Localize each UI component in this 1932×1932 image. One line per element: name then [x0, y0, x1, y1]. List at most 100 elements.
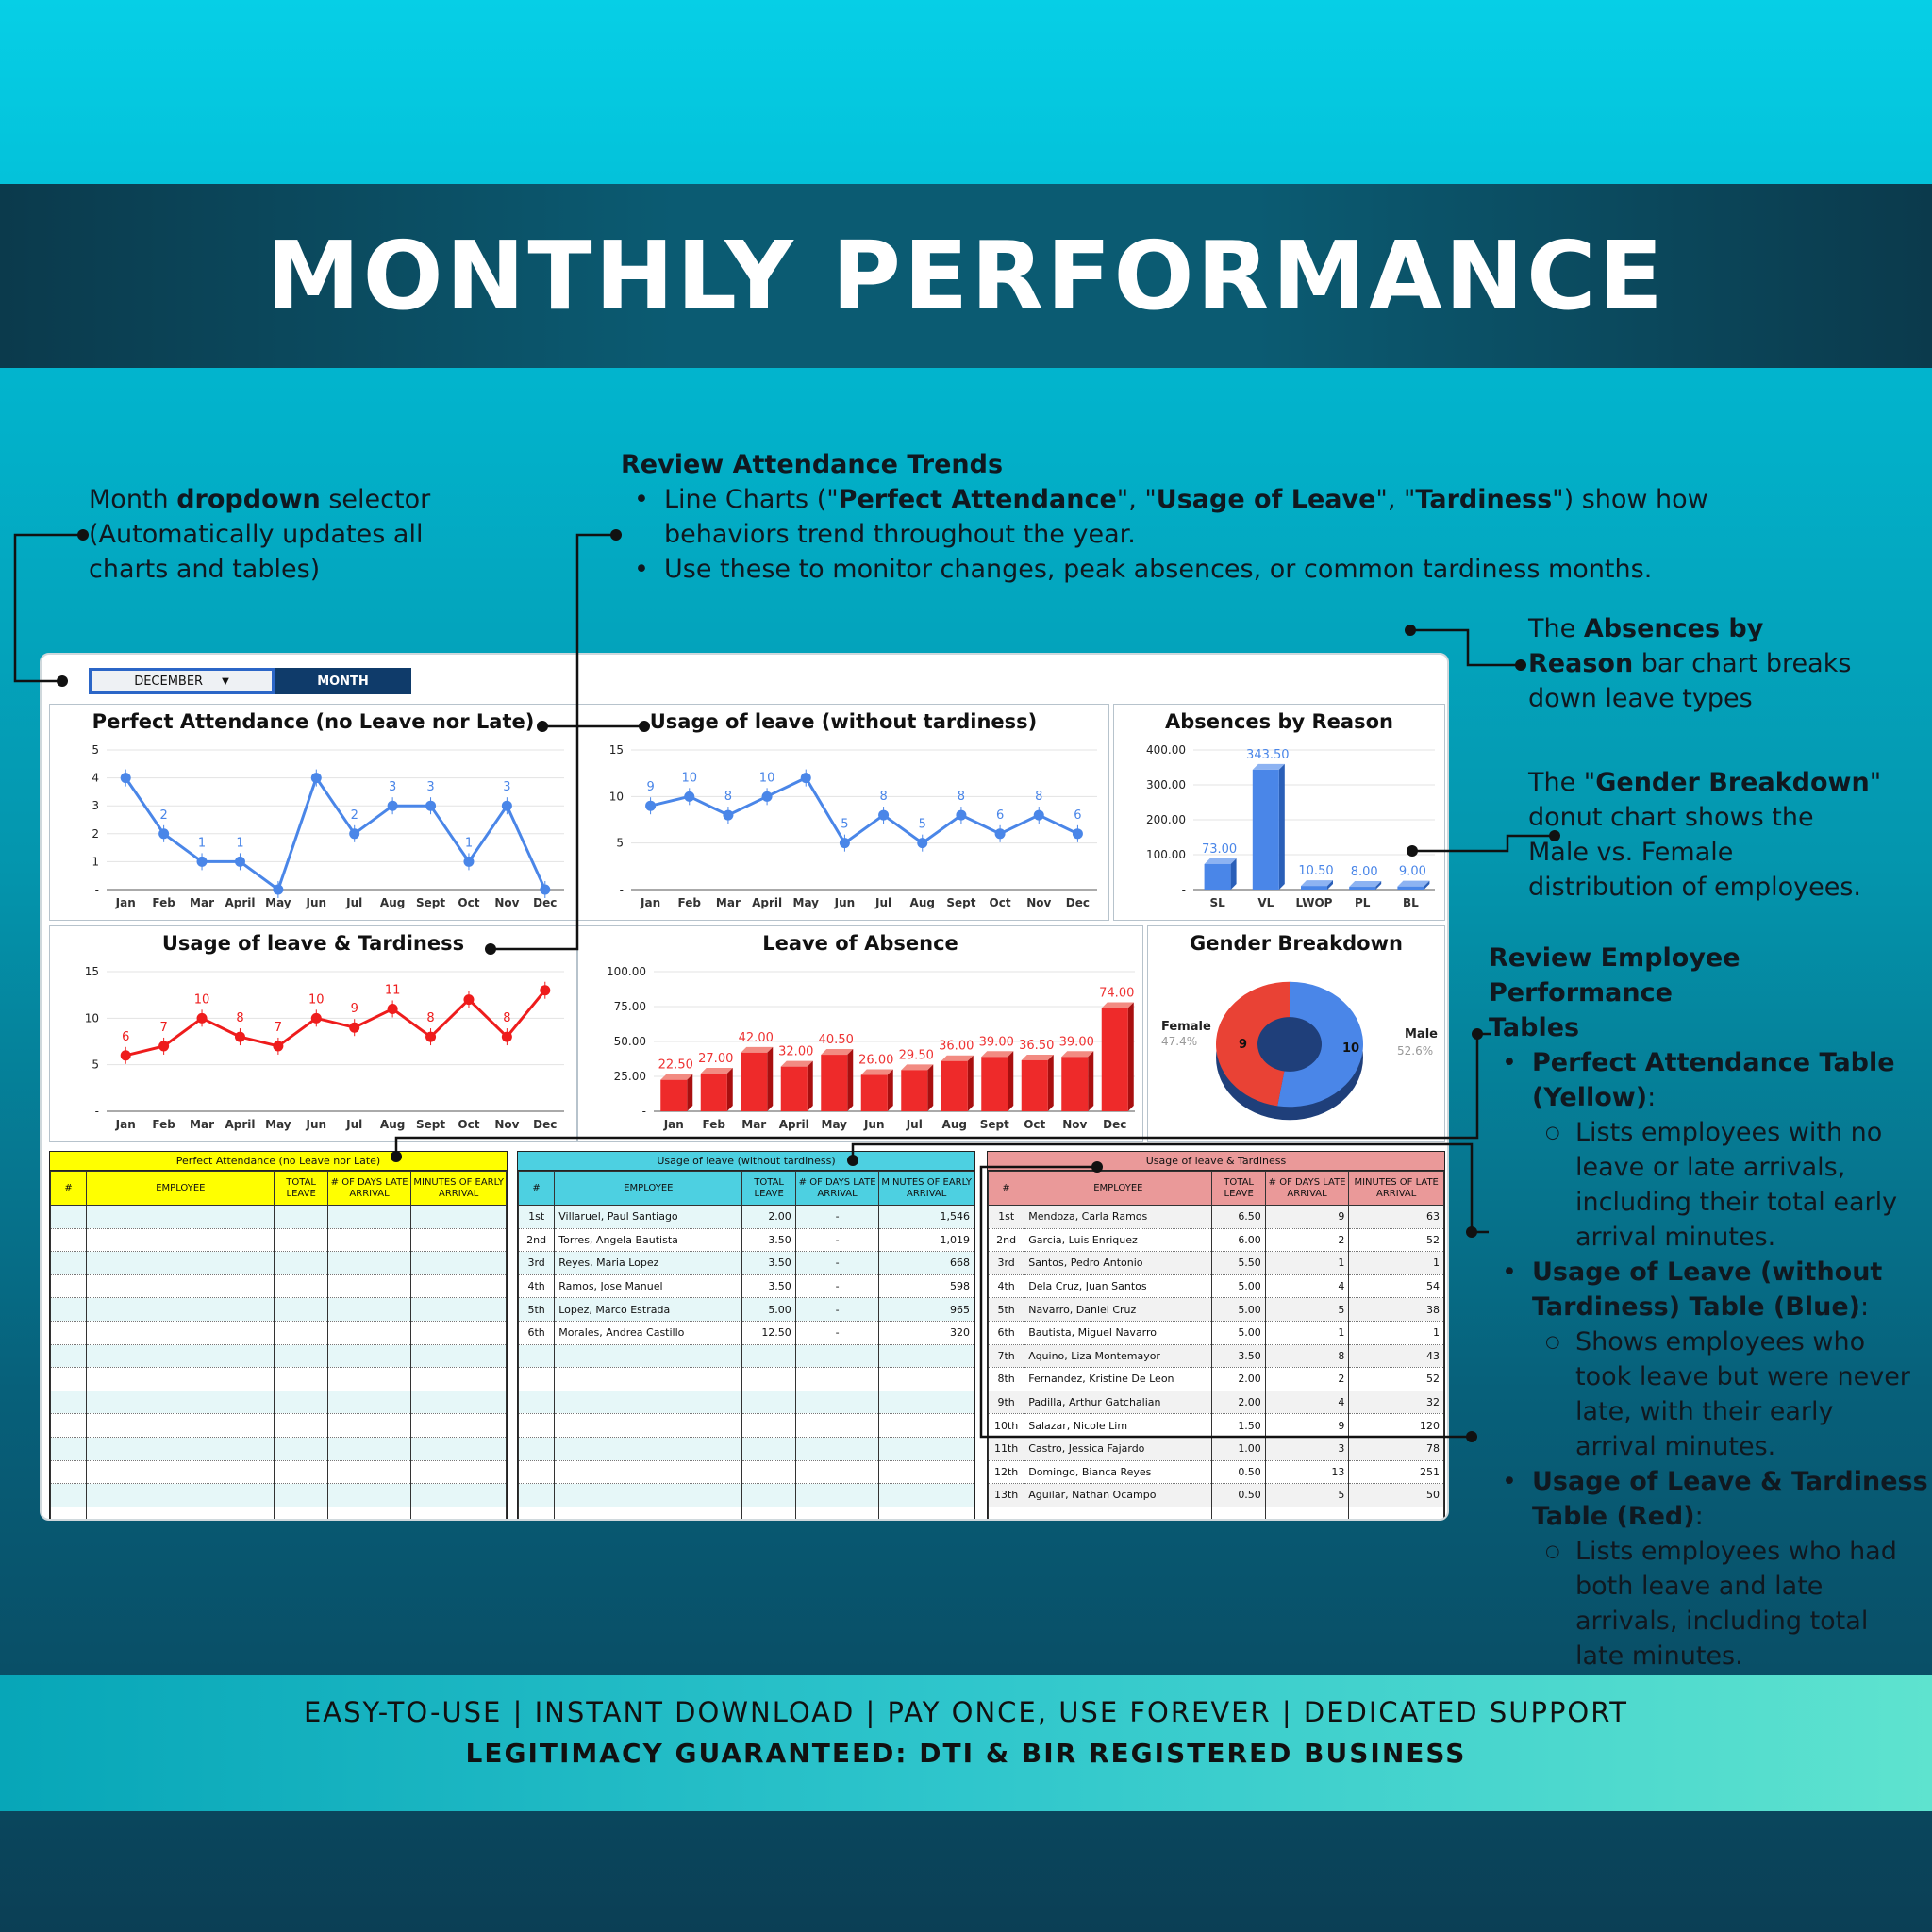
table-cell: [86, 1228, 275, 1253]
table-cell: [274, 1274, 328, 1299]
x-tick-label: Jan: [663, 1118, 684, 1131]
table-cell: Aquino, Liza Montemayor: [1024, 1344, 1213, 1369]
column-header: EMPLOYEE: [554, 1171, 743, 1206]
table-row: 4th Dela Cruz, Juan Santos 5.00 4 54: [987, 1274, 1444, 1299]
table-cell: [86, 1321, 275, 1345]
table-cell: [741, 1460, 796, 1485]
y-tick-label: 200.00: [1146, 813, 1186, 826]
data-label: 8: [958, 790, 965, 804]
table-row: 6th Morales, Andrea Castillo 12.50-320: [517, 1321, 974, 1345]
data-label: 7: [275, 1021, 282, 1035]
chart-svg: 100.00 75.00 50.00 25.00 - Jan Feb Mar April May J…: [607, 965, 1135, 1131]
x-tick-label: Sept: [980, 1118, 1009, 1131]
table-cell: [274, 1228, 328, 1253]
data-label: 2: [159, 808, 167, 823]
x-tick-label: Feb: [152, 1118, 175, 1131]
bar-side: [1047, 1054, 1054, 1111]
x-tick-label: April: [225, 1118, 255, 1131]
table-row: [49, 1344, 507, 1369]
y-tick-label: 75.00: [614, 1000, 646, 1013]
bar-top: [1204, 858, 1237, 864]
month-selector: DECEMBER ▼ MONTH: [89, 668, 411, 694]
column-header: TOTAL LEAVE: [741, 1171, 796, 1206]
column-header: #: [49, 1171, 88, 1206]
bar: [1349, 887, 1376, 890]
table-cell: [517, 1391, 556, 1415]
table-cell: [86, 1391, 275, 1415]
table-row: 2nd Torres, Angela Bautista 3.50-1,019: [517, 1228, 974, 1253]
table-cell: 52: [1348, 1228, 1444, 1253]
table-cell: Bautista, Miguel Navarro: [1024, 1321, 1213, 1345]
data-label: 8: [503, 1011, 510, 1025]
table-cell: [86, 1251, 275, 1275]
table-cell: Castro, Jessica Fajardo: [1024, 1437, 1213, 1461]
table-cell: 1.00: [1211, 1437, 1266, 1461]
data-point: [234, 856, 245, 867]
chart-svg: 15 10 5 - Jan Feb Mar April May Jun Jul Aug Sept Oct N…: [609, 743, 1097, 909]
data-label: 5: [919, 818, 926, 832]
bar: [941, 1060, 968, 1111]
x-tick-label: Oct: [1024, 1118, 1045, 1131]
x-tick-label: April: [225, 896, 255, 909]
bar: [700, 1074, 727, 1111]
table-cell: [794, 1437, 880, 1461]
table-cell: [274, 1391, 328, 1415]
bar-side: [687, 1074, 693, 1111]
table-cell: 1,546: [878, 1205, 974, 1229]
month-button[interactable]: MONTH: [275, 668, 411, 694]
table-cell: [878, 1460, 974, 1485]
legend-label: Female: [1161, 1020, 1211, 1034]
data-label: 8: [236, 1011, 243, 1025]
table-cell: 5th: [987, 1297, 1025, 1322]
bar: [1101, 1008, 1128, 1111]
table-row: [987, 1507, 1444, 1519]
bar-side: [967, 1055, 974, 1111]
bar-top: [901, 1064, 934, 1071]
bar-side: [887, 1069, 893, 1111]
month-dropdown[interactable]: DECEMBER ▼: [89, 668, 275, 694]
data-point: [349, 1022, 360, 1033]
table-cell: 9: [1264, 1205, 1350, 1229]
bar-side: [1008, 1051, 1014, 1111]
y-tick-label: 10: [609, 790, 624, 803]
table-cell: [410, 1344, 507, 1369]
bar: [1301, 886, 1327, 890]
x-tick-label: Jun: [306, 1118, 327, 1131]
donut-value-label: 9: [1239, 1038, 1247, 1052]
bar-side: [847, 1049, 854, 1111]
table-cell: Padilla, Arthur Gatchalian: [1024, 1391, 1213, 1415]
table-cell: [274, 1251, 328, 1275]
x-tick-label: Jul: [345, 896, 362, 909]
data-point: [196, 1012, 208, 1024]
table-cell: [554, 1367, 743, 1391]
table-usage-and-tardiness: Usage of leave & Tardiness # EMPLOYEE TOTAL…: [987, 1151, 1445, 1519]
table-cell: 52: [1348, 1367, 1444, 1391]
table-row: 11th Castro, Jessica Fajardo 1.00 3 78: [987, 1437, 1444, 1461]
table-cell: 1: [1348, 1251, 1444, 1275]
table-row: [49, 1483, 507, 1507]
table-row: [49, 1251, 507, 1275]
table-cell: [49, 1297, 88, 1322]
data-point: [273, 1041, 284, 1052]
data-label: 8.00: [1351, 865, 1378, 879]
x-tick-label: Aug: [380, 896, 405, 909]
chart-svg: 400.00 300.00 200.00 100.00 - SL VL LWOP PL BL 73.…: [1146, 743, 1435, 909]
table-row: 9th Padilla, Arthur Gatchalian 2.00 4 32: [987, 1391, 1444, 1415]
y-tick-label: 5: [616, 837, 624, 850]
table-cell: 1: [1264, 1251, 1350, 1275]
table-cell: [326, 1251, 412, 1275]
x-tick-label: Jan: [640, 896, 660, 909]
data-label: 2: [351, 808, 358, 823]
table-cell: [86, 1413, 275, 1438]
bar-side: [807, 1060, 813, 1111]
x-tick-label: LWOP: [1296, 896, 1333, 909]
table-cell: [410, 1483, 507, 1507]
data-point: [158, 828, 170, 840]
y-tick-label: 10: [85, 1011, 99, 1024]
x-tick-label: Nov: [494, 896, 519, 909]
table-cell: 668: [878, 1251, 974, 1275]
table-cell: 5: [1264, 1297, 1350, 1322]
data-label: 10.50: [1298, 864, 1333, 878]
table-cell: 8th: [987, 1367, 1025, 1391]
table-cell: [86, 1367, 275, 1391]
